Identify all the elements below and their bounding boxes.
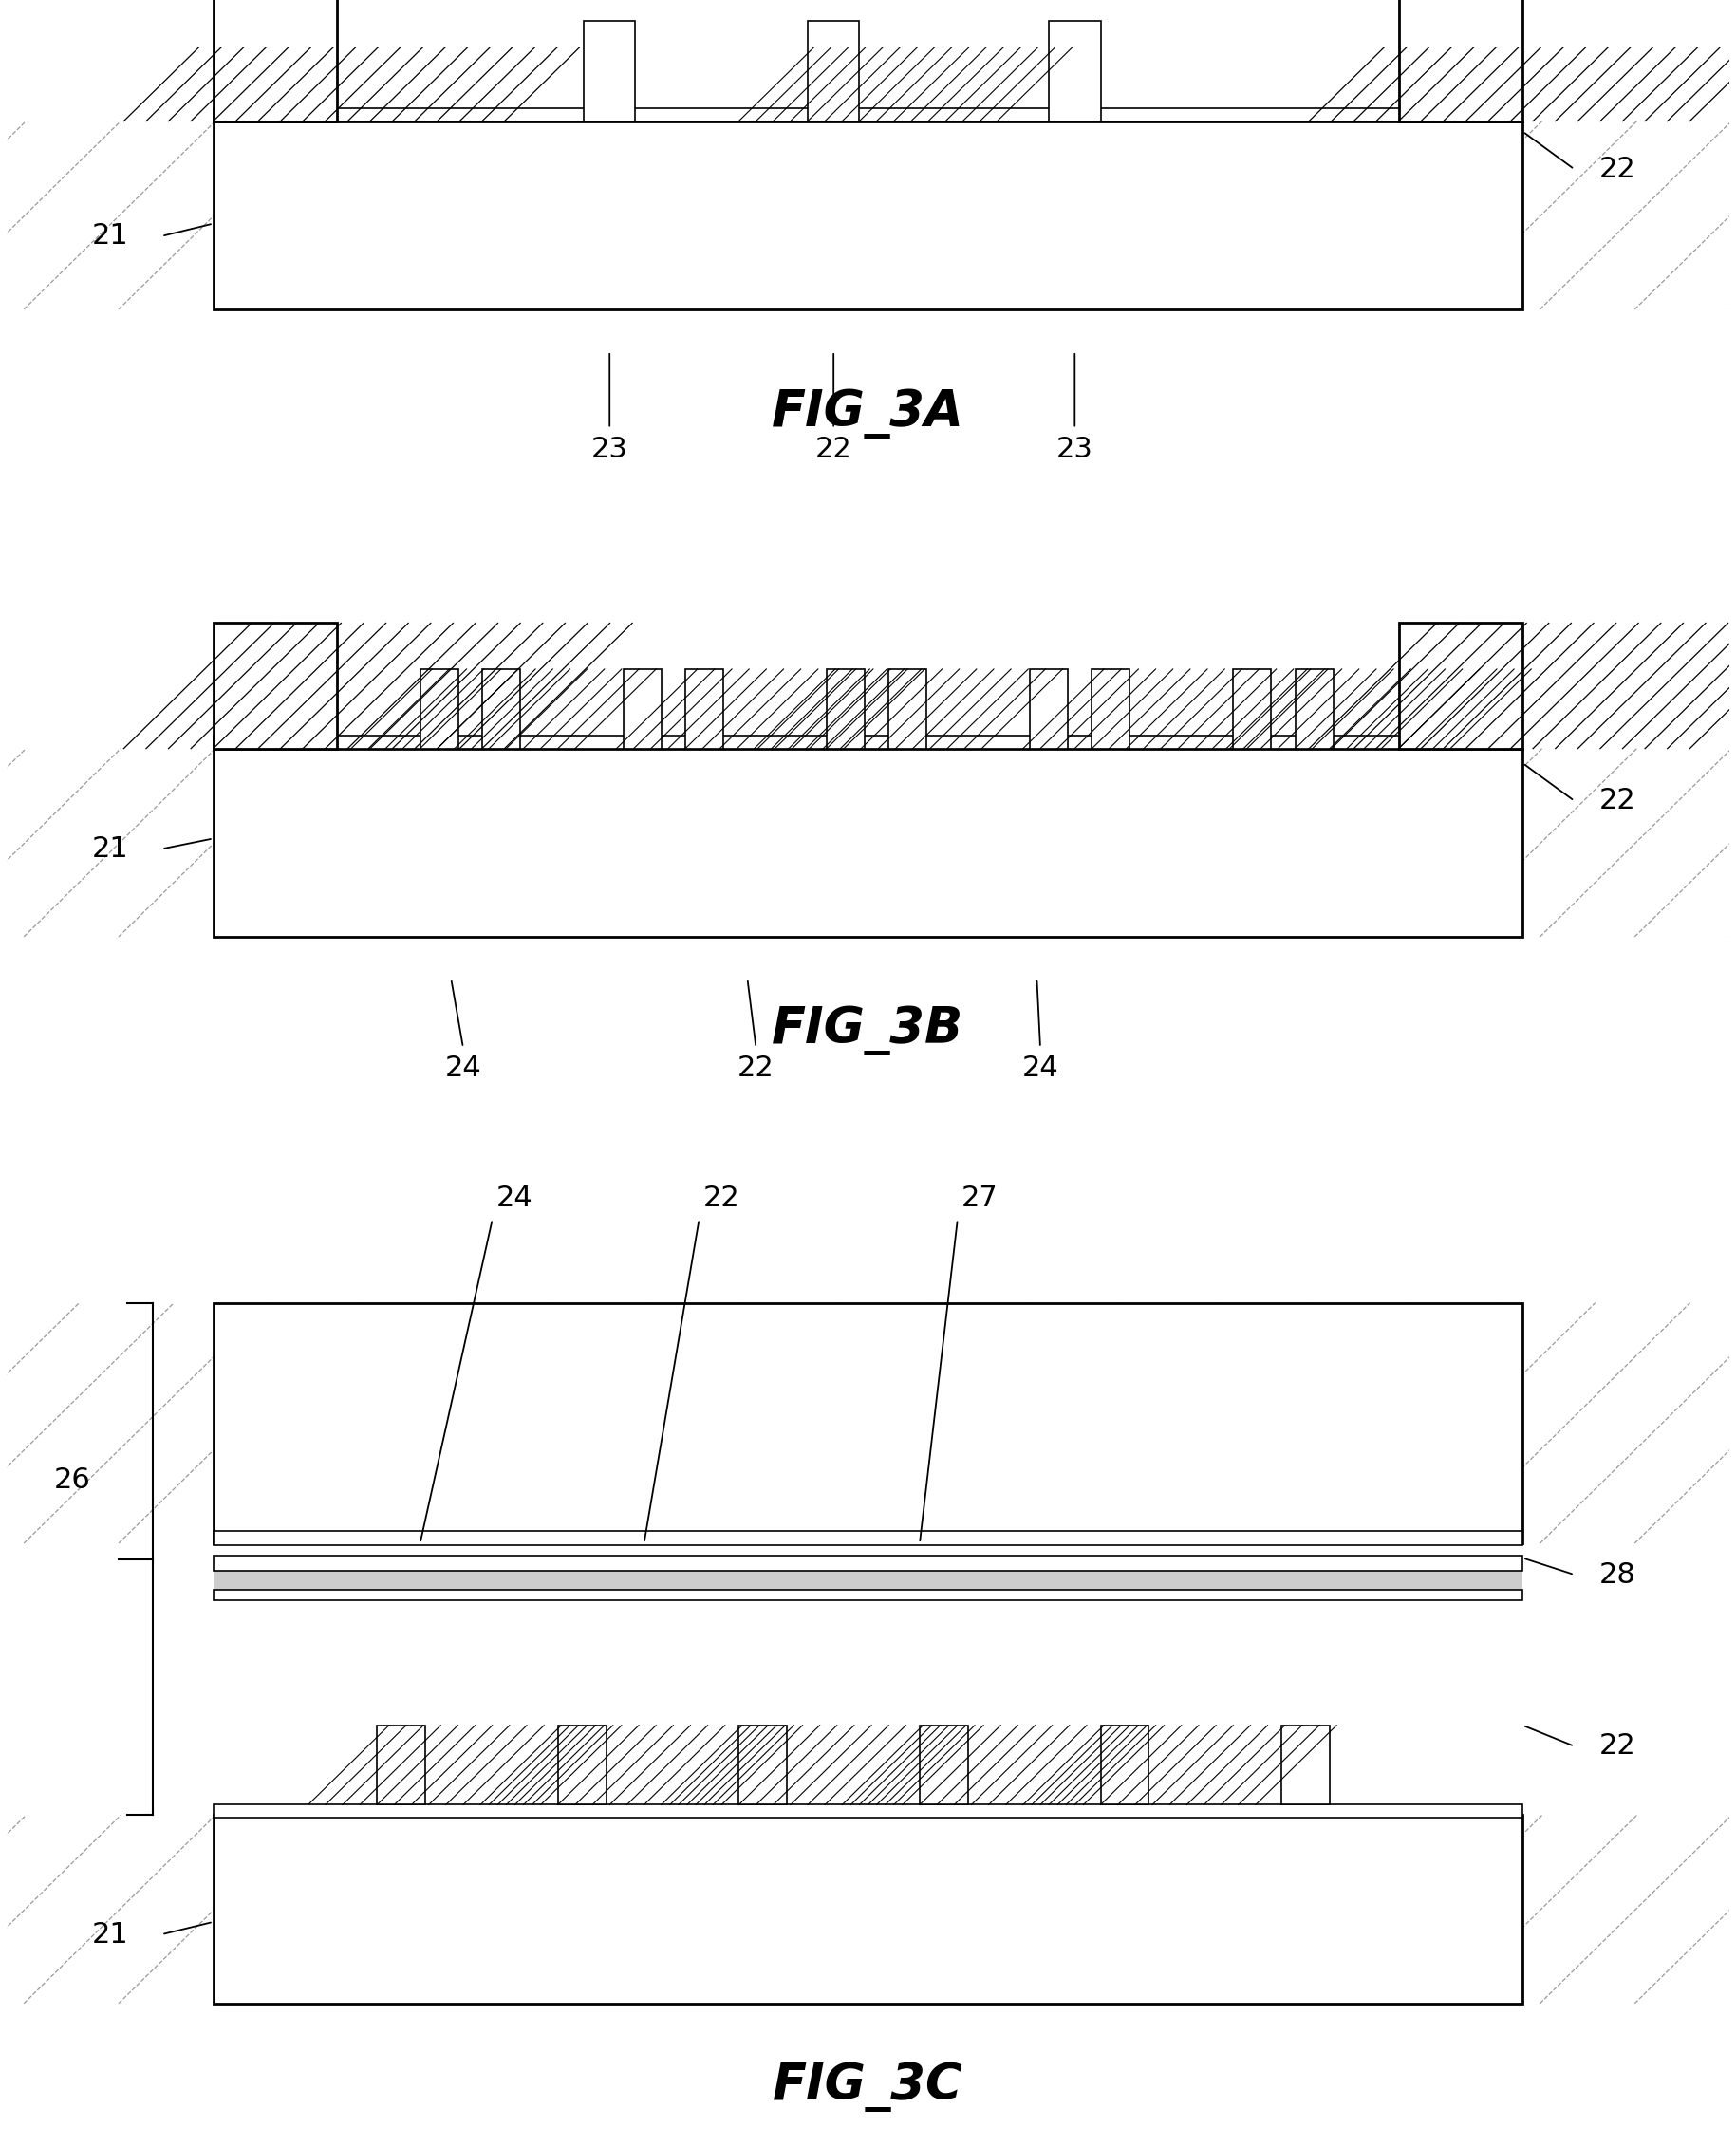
Bar	[214, 1303, 1522, 1543]
Bar	[807, 21, 859, 120]
Bar	[214, 749, 1522, 938]
Bar	[623, 670, 661, 749]
Bar	[214, 109, 1522, 120]
Bar	[1049, 21, 1101, 120]
Bar	[214, 1571, 1522, 1590]
Bar	[214, 1556, 1522, 1571]
Bar	[1233, 670, 1271, 749]
Text: 22: 22	[703, 1185, 740, 1212]
Bar	[214, 736, 1522, 749]
Bar	[214, 1590, 1522, 1599]
Bar	[826, 670, 865, 749]
Text: FIG_3C: FIG_3C	[773, 2062, 963, 2112]
Bar	[1399, 0, 1522, 120]
Bar	[377, 1725, 425, 1805]
Bar	[920, 1725, 969, 1805]
Bar	[1295, 670, 1333, 749]
Text: 22: 22	[1599, 1732, 1635, 1760]
Bar	[214, 0, 337, 120]
Text: FIG_3A: FIG_3A	[773, 388, 963, 438]
Text: 22: 22	[1599, 788, 1635, 815]
Text: 23: 23	[1055, 436, 1094, 464]
Bar	[214, 120, 1522, 309]
Text: 21: 21	[92, 223, 128, 249]
Bar	[214, 1303, 1522, 1543]
Bar	[214, 1816, 1522, 2004]
Bar	[1399, 622, 1522, 749]
Bar	[214, 1530, 1522, 1545]
Text: 24: 24	[1023, 1056, 1059, 1082]
Text: 23: 23	[592, 436, 628, 464]
Text: 22: 22	[738, 1056, 774, 1082]
Text: 21: 21	[92, 835, 128, 863]
Bar	[1092, 670, 1130, 749]
Bar	[1029, 670, 1068, 749]
Text: 26: 26	[54, 1468, 90, 1494]
Bar	[1281, 1725, 1330, 1805]
Bar	[214, 120, 1522, 309]
Text: 24: 24	[496, 1185, 533, 1212]
Bar	[557, 1725, 606, 1805]
Bar	[214, 622, 337, 749]
Text: FIG_3B: FIG_3B	[773, 1006, 963, 1056]
Text: 27: 27	[962, 1185, 998, 1212]
Bar	[483, 670, 521, 749]
Text: 21: 21	[92, 1921, 128, 1949]
Text: 22: 22	[1599, 155, 1635, 182]
Bar	[1101, 1725, 1149, 1805]
Bar	[686, 670, 724, 749]
Bar	[740, 1725, 786, 1805]
Bar	[214, 1805, 1522, 1818]
Text: 22: 22	[816, 436, 852, 464]
Bar	[889, 670, 927, 749]
Bar	[214, 749, 1522, 938]
Text: 28: 28	[1599, 1560, 1635, 1588]
Bar	[214, 1816, 1522, 2004]
Text: 24: 24	[444, 1056, 481, 1082]
Bar	[583, 21, 635, 120]
Bar	[420, 670, 458, 749]
